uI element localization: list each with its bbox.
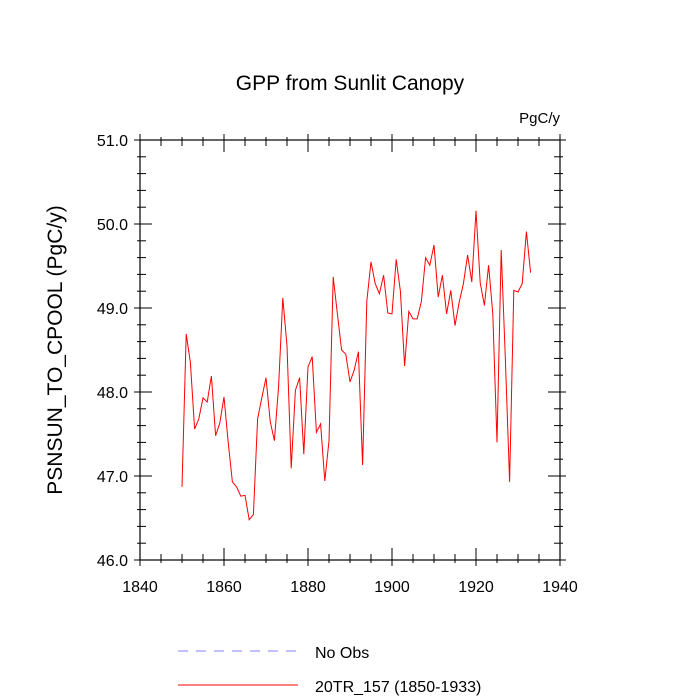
- y-tick-label: 50.0: [97, 217, 128, 234]
- plot-frame: [139, 139, 561, 561]
- x-tick-label: 1900: [374, 579, 410, 596]
- legend: No Obs 20TR_157 (1850-1933): [178, 645, 481, 696]
- tick-labels: 1840 1860 1880 1900 1920 1940 46.0 47.0 48.0 49.0…: [97, 133, 578, 596]
- x-tick-label: 1840: [122, 579, 158, 596]
- y-tick-label: 51.0: [97, 133, 128, 150]
- series-line: [181, 210, 532, 521]
- chart-title: GPP from Sunlit Canopy: [236, 72, 465, 95]
- x-tick-label: 1880: [290, 579, 326, 596]
- y-tick-label: 49.0: [97, 301, 128, 318]
- x-tick-label: 1920: [458, 579, 494, 596]
- y-axis-label: PSNSUN_TO_CPOOL (PgC/y): [44, 205, 67, 494]
- legend-label-no-obs: No Obs: [315, 645, 369, 662]
- y-tick-label: 48.0: [97, 385, 128, 402]
- major-ticks: [134, 134, 566, 566]
- units-label: PgC/y: [519, 110, 560, 127]
- x-tick-label: 1940: [542, 579, 578, 596]
- x-tick-label: 1860: [206, 579, 242, 596]
- y-tick-label: 46.0: [97, 553, 128, 570]
- y-tick-label: 47.0: [97, 469, 128, 486]
- legend-label-20tr-157: 20TR_157 (1850-1933): [315, 679, 481, 696]
- minor-ticks: [137, 137, 563, 563]
